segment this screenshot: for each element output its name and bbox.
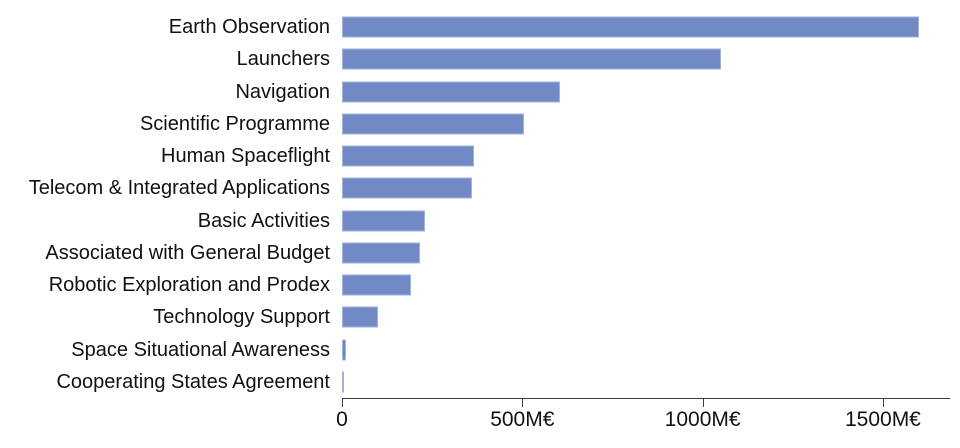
chart-row: Cooperating States Agreement: [0, 366, 960, 398]
x-axis-tick-label: 500M€: [490, 408, 555, 431]
x-axis-tick: [702, 399, 704, 407]
bar-track: [342, 205, 960, 237]
x-axis-line: [342, 398, 950, 399]
chart-row: Associated with General Budget: [0, 237, 960, 269]
category-label: Launchers: [236, 48, 330, 71]
bar: [342, 274, 411, 296]
chart-row: Scientific Programme: [0, 108, 960, 140]
bar-track: [342, 237, 960, 269]
bar-track: [342, 269, 960, 301]
bar: [342, 48, 721, 70]
category-label: Basic Activities: [197, 209, 330, 232]
x-axis-tick-label: 0: [336, 408, 348, 431]
bar: [342, 145, 474, 167]
bar-track: [342, 76, 960, 108]
bar-track: [342, 108, 960, 140]
bar-track: [342, 43, 960, 75]
chart-row: Telecom & Integrated Applications: [0, 172, 960, 204]
bar: [342, 339, 346, 361]
bar: [342, 81, 561, 103]
category-label: Cooperating States Agreement: [56, 370, 330, 393]
category-label: Robotic Exploration and Prodex: [48, 274, 330, 297]
chart-row: Basic Activities: [0, 205, 960, 237]
category-label: Space Situational Awareness: [71, 338, 330, 361]
bar: [342, 16, 919, 38]
category-label: Navigation: [235, 80, 330, 103]
chart-row: Launchers: [0, 43, 960, 75]
chart-row: Navigation: [0, 76, 960, 108]
bar-track: [342, 172, 960, 204]
bar: [342, 210, 425, 232]
bar: [342, 113, 525, 135]
x-axis-tick: [342, 399, 343, 407]
x-axis-tick: [882, 399, 884, 407]
x-axis-tick: [522, 399, 524, 407]
chart-rows: Earth Observation Launchers Navigation Scie…: [0, 11, 960, 398]
bar: [342, 371, 344, 393]
category-label: Human Spaceflight: [161, 145, 330, 168]
chart-row: Human Spaceflight: [0, 140, 960, 172]
bar-track: [342, 11, 960, 43]
bar-track: [342, 366, 960, 398]
category-label: Earth Observation: [168, 16, 330, 39]
category-label: Technology Support: [153, 306, 330, 329]
x-axis-tick-label: 1500M€: [844, 408, 921, 431]
bar-track: [342, 301, 960, 333]
bar: [342, 177, 472, 199]
bar-track: [342, 140, 960, 172]
category-label: Telecom & Integrated Applications: [28, 177, 330, 200]
chart-row: Earth Observation: [0, 11, 960, 43]
chart-row: Robotic Exploration and Prodex: [0, 269, 960, 301]
chart-row: Technology Support: [0, 301, 960, 333]
bar: [342, 306, 379, 328]
x-axis-tick-label: 1000M€: [664, 408, 741, 431]
bar: [342, 242, 420, 264]
chart-row: Space Situational Awareness: [0, 334, 960, 366]
category-label: Associated with General Budget: [45, 241, 330, 264]
bar-track: [342, 334, 960, 366]
category-label: Scientific Programme: [139, 112, 330, 135]
